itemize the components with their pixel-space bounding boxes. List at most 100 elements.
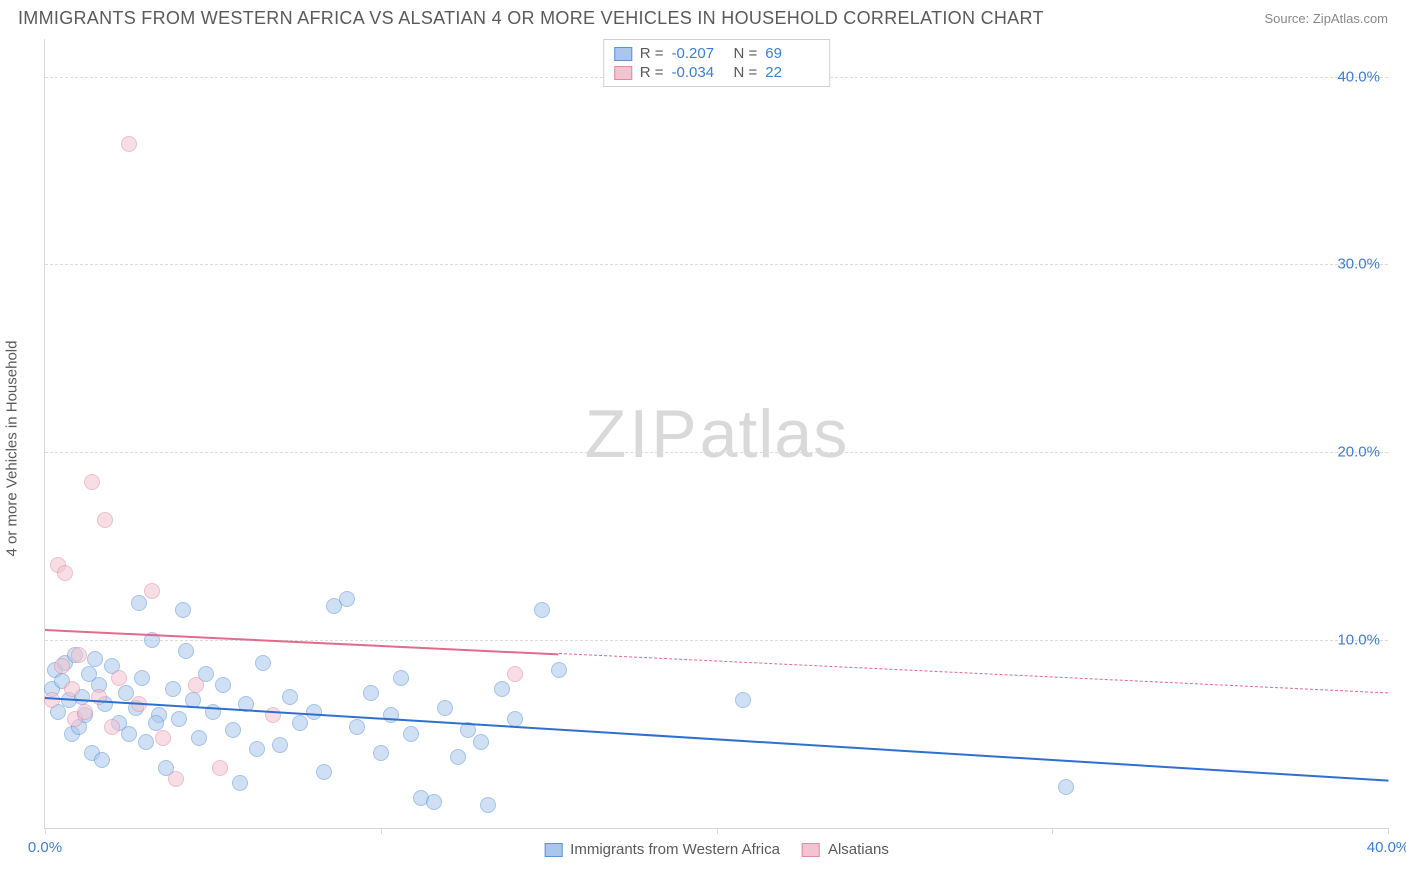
- data-point: [144, 583, 160, 599]
- data-point: [148, 715, 164, 731]
- data-point: [168, 771, 184, 787]
- data-point: [134, 670, 150, 686]
- chart-title: IMMIGRANTS FROM WESTERN AFRICA VS ALSATI…: [18, 8, 1044, 29]
- y-tick-label: 10.0%: [1337, 632, 1380, 649]
- series-legend: Immigrants from Western Africa Alsatians: [538, 841, 895, 858]
- x-tick: [717, 828, 718, 834]
- data-point: [403, 726, 419, 742]
- n-label: N =: [734, 45, 758, 62]
- watermark: ZIPatlas: [585, 395, 848, 473]
- data-point: [118, 685, 134, 701]
- data-point: [111, 670, 127, 686]
- data-point: [437, 700, 453, 716]
- data-point: [97, 512, 113, 528]
- data-point: [255, 655, 271, 671]
- data-point: [272, 737, 288, 753]
- trend-line-extrapolated: [559, 653, 1388, 693]
- trend-line: [45, 629, 559, 655]
- legend-swatch: [614, 47, 632, 61]
- data-point: [480, 797, 496, 813]
- n-label: N =: [734, 64, 758, 81]
- r-value: -0.207: [672, 45, 726, 62]
- y-tick-label: 20.0%: [1337, 444, 1380, 461]
- n-value: 22: [765, 64, 819, 81]
- y-tick-label: 40.0%: [1337, 68, 1380, 85]
- correlation-legend: R = -0.207 N = 69 R = -0.034 N = 22: [603, 39, 831, 87]
- watermark-zip: ZIP: [585, 396, 700, 472]
- data-point: [54, 658, 70, 674]
- data-point: [131, 595, 147, 611]
- data-point: [232, 775, 248, 791]
- data-point: [205, 704, 221, 720]
- data-point: [121, 726, 137, 742]
- gridline: [45, 452, 1388, 453]
- data-point: [292, 715, 308, 731]
- data-point: [426, 794, 442, 810]
- r-label: R =: [640, 45, 664, 62]
- data-point: [393, 670, 409, 686]
- data-point: [282, 689, 298, 705]
- data-point: [175, 602, 191, 618]
- data-point: [373, 745, 389, 761]
- legend-swatch: [614, 66, 632, 80]
- x-tick: [1052, 828, 1053, 834]
- trend-line: [45, 697, 1388, 782]
- data-point: [265, 707, 281, 723]
- r-value: -0.034: [672, 64, 726, 81]
- data-point: [57, 565, 73, 581]
- data-point: [306, 704, 322, 720]
- data-point: [363, 685, 379, 701]
- data-point: [316, 764, 332, 780]
- y-axis-label: 4 or more Vehicles in Household: [4, 341, 21, 557]
- correlation-legend-row: R = -0.034 N = 22: [614, 63, 820, 82]
- data-point: [138, 734, 154, 750]
- legend-label: Alsatians: [828, 841, 889, 858]
- x-tick: [1388, 828, 1389, 834]
- data-point: [551, 662, 567, 678]
- data-point: [215, 677, 231, 693]
- legend-item: Immigrants from Western Africa: [544, 841, 780, 858]
- data-point: [94, 752, 110, 768]
- data-point: [507, 666, 523, 682]
- data-point: [84, 474, 100, 490]
- chart-source: Source: ZipAtlas.com: [1264, 11, 1388, 26]
- legend-swatch: [802, 843, 820, 857]
- data-point: [165, 681, 181, 697]
- data-point: [104, 719, 120, 735]
- data-point: [473, 734, 489, 750]
- x-tick-label: 0.0%: [28, 839, 62, 856]
- legend-swatch: [544, 843, 562, 857]
- data-point: [44, 692, 60, 708]
- data-point: [349, 719, 365, 735]
- r-label: R =: [640, 64, 664, 81]
- scatter-chart: ZIPatlas 10.0%20.0%30.0%40.0%0.0%40.0%R …: [44, 39, 1388, 829]
- gridline: [45, 264, 1388, 265]
- data-point: [383, 707, 399, 723]
- watermark-atlas: atlas: [700, 396, 849, 472]
- data-point: [71, 647, 87, 663]
- x-tick-label: 40.0%: [1367, 839, 1406, 856]
- legend-item: Alsatians: [802, 841, 889, 858]
- data-point: [188, 677, 204, 693]
- data-point: [171, 711, 187, 727]
- data-point: [249, 741, 265, 757]
- data-point: [121, 136, 137, 152]
- x-tick: [45, 828, 46, 834]
- legend-label: Immigrants from Western Africa: [570, 841, 780, 858]
- data-point: [735, 692, 751, 708]
- data-point: [339, 591, 355, 607]
- data-point: [494, 681, 510, 697]
- data-point: [77, 704, 93, 720]
- data-point: [87, 651, 103, 667]
- data-point: [191, 730, 207, 746]
- data-point: [178, 643, 194, 659]
- x-tick: [381, 828, 382, 834]
- data-point: [212, 760, 228, 776]
- n-value: 69: [765, 45, 819, 62]
- y-tick-label: 30.0%: [1337, 256, 1380, 273]
- data-point: [450, 749, 466, 765]
- data-point: [1058, 779, 1074, 795]
- data-point: [225, 722, 241, 738]
- data-point: [64, 681, 80, 697]
- data-point: [534, 602, 550, 618]
